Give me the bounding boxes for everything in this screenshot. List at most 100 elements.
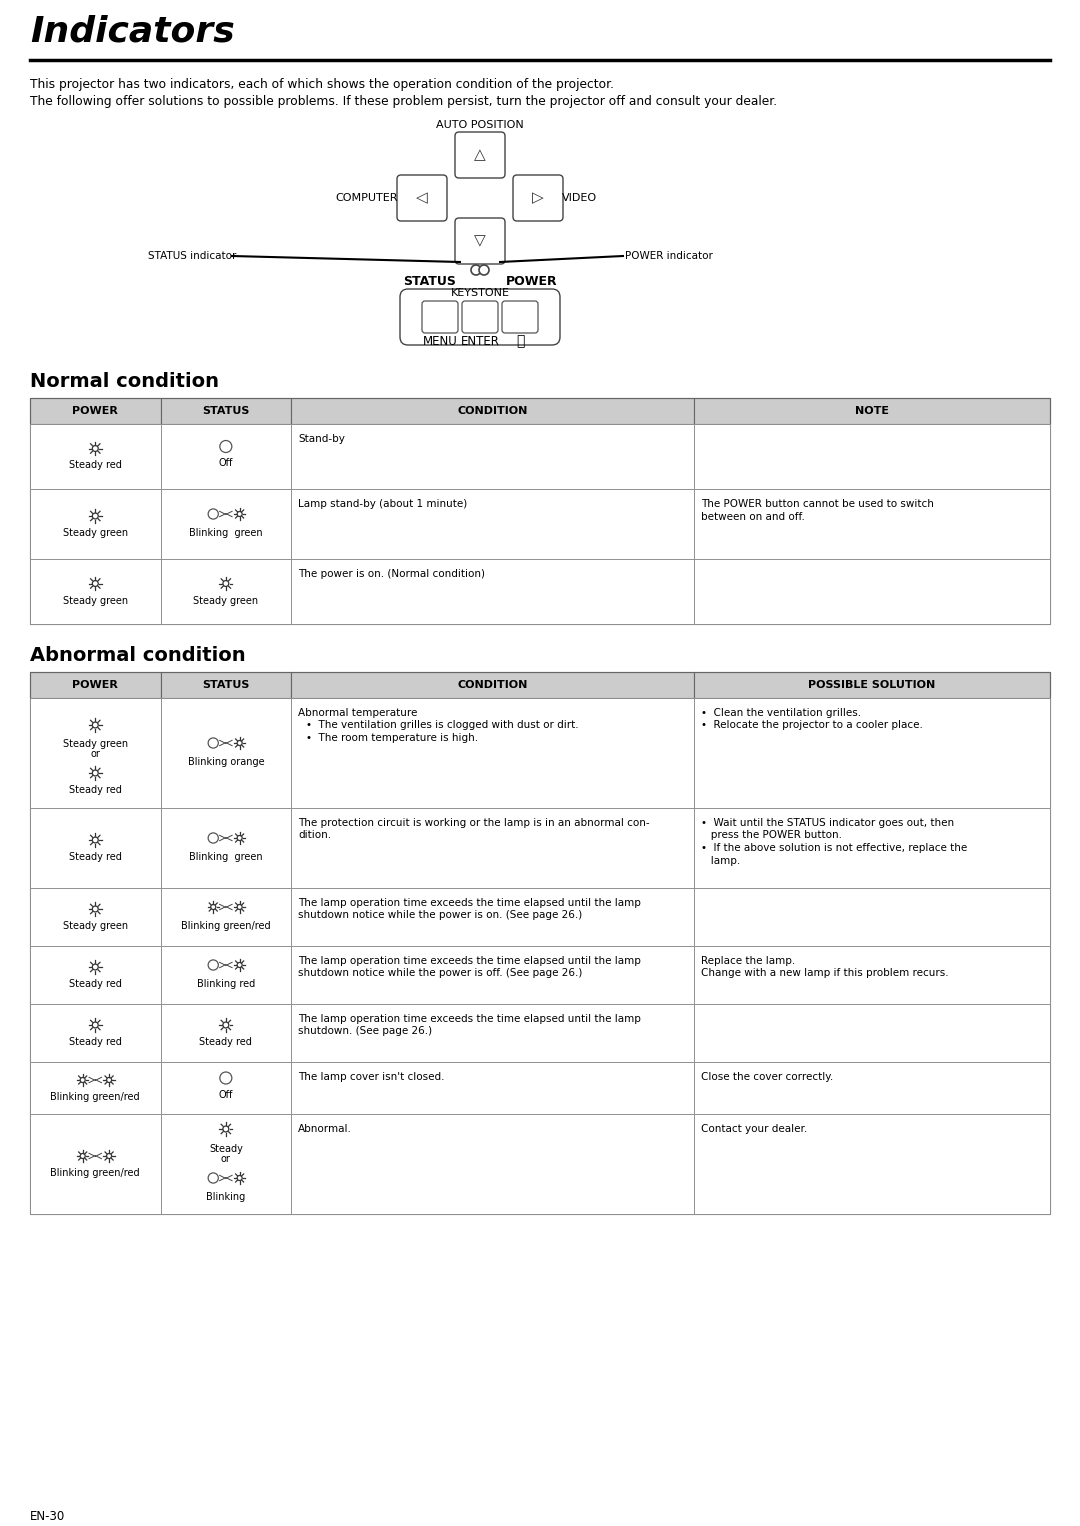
Text: Steady red: Steady red — [200, 1038, 253, 1047]
Circle shape — [93, 722, 98, 728]
Bar — [694, 807, 1050, 888]
Bar — [30, 697, 161, 807]
Text: Blinking green/red: Blinking green/red — [51, 1093, 140, 1102]
Circle shape — [93, 771, 98, 775]
Bar — [161, 398, 292, 424]
Text: •  The ventilation grilles is clogged with dust or dirt.: • The ventilation grilles is clogged wit… — [306, 720, 579, 731]
Bar — [30, 559, 161, 624]
Text: Close the cover correctly.: Close the cover correctly. — [701, 1071, 834, 1082]
Text: Blinking  green: Blinking green — [189, 528, 262, 539]
Text: AUTO POSITION: AUTO POSITION — [436, 121, 524, 130]
Circle shape — [93, 513, 98, 519]
Text: Blinking  green: Blinking green — [189, 852, 262, 862]
Text: Steady red: Steady red — [69, 980, 122, 989]
FancyBboxPatch shape — [397, 175, 447, 221]
Bar — [292, 697, 694, 807]
Text: POWER: POWER — [72, 406, 118, 417]
Text: •  Clean the ventilation grilles.: • Clean the ventilation grilles. — [701, 708, 861, 719]
Text: Steady: Steady — [208, 1144, 243, 1154]
Text: The protection circuit is working or the lamp is in an abnormal con-: The protection circuit is working or the… — [298, 818, 650, 829]
Circle shape — [238, 963, 242, 967]
Text: STATUS indicator: STATUS indicator — [148, 250, 237, 261]
Text: Off: Off — [218, 458, 233, 468]
Bar — [30, 1004, 161, 1062]
Text: The lamp operation time exceeds the time elapsed until the lamp: The lamp operation time exceeds the time… — [298, 1013, 642, 1024]
Text: COMPUTER: COMPUTER — [336, 192, 399, 203]
Circle shape — [211, 905, 216, 909]
Text: The lamp operation time exceeds the time elapsed until the lamp: The lamp operation time exceeds the time… — [298, 897, 642, 908]
Bar — [292, 1004, 694, 1062]
Text: Stand-by: Stand-by — [298, 433, 345, 444]
Text: STATUS: STATUS — [202, 681, 249, 690]
FancyBboxPatch shape — [455, 218, 505, 264]
Circle shape — [222, 580, 229, 586]
Text: Steady green: Steady green — [63, 528, 127, 539]
Bar — [292, 398, 694, 424]
Text: POWER: POWER — [507, 275, 557, 288]
Text: CONDITION: CONDITION — [458, 406, 528, 417]
Text: shutdown notice while the power is on. (See page 26.): shutdown notice while the power is on. (… — [298, 911, 582, 920]
Text: Steady red: Steady red — [69, 461, 122, 470]
Text: Steady green: Steady green — [193, 595, 258, 606]
Bar — [694, 488, 1050, 559]
Text: The POWER button cannot be used to switch: The POWER button cannot be used to switc… — [701, 499, 934, 510]
Circle shape — [238, 835, 242, 841]
Circle shape — [93, 580, 98, 586]
Bar — [292, 671, 694, 697]
Circle shape — [471, 266, 481, 275]
Bar — [30, 671, 1050, 1215]
Circle shape — [93, 1022, 98, 1029]
Bar — [30, 424, 161, 488]
Text: Steady green: Steady green — [63, 739, 127, 749]
Text: Steady red: Steady red — [69, 852, 122, 862]
Bar — [30, 807, 161, 888]
Text: Steady red: Steady red — [69, 784, 122, 795]
Bar — [30, 671, 161, 697]
Text: Normal condition: Normal condition — [30, 372, 219, 391]
Text: •  If the above solution is not effective, replace the: • If the above solution is not effective… — [701, 842, 968, 853]
Bar — [161, 1004, 292, 1062]
Bar — [161, 424, 292, 488]
Bar — [292, 488, 694, 559]
Text: Abnormal temperature: Abnormal temperature — [298, 708, 418, 719]
Text: Change with a new lamp if this problem recurs.: Change with a new lamp if this problem r… — [701, 969, 948, 978]
Circle shape — [222, 1126, 229, 1132]
Text: KEYSTONE: KEYSTONE — [450, 288, 510, 298]
Text: VIDEO: VIDEO — [562, 192, 597, 203]
Bar — [694, 1062, 1050, 1114]
Text: The lamp cover isn't closed.: The lamp cover isn't closed. — [298, 1071, 445, 1082]
Text: NOTE: NOTE — [855, 406, 889, 417]
Text: •  Relocate the projector to a cooler place.: • Relocate the projector to a cooler pla… — [701, 720, 923, 731]
Text: between on and off.: between on and off. — [701, 511, 805, 522]
Circle shape — [220, 1071, 232, 1083]
Text: Abnormal.: Abnormal. — [298, 1125, 352, 1134]
Circle shape — [80, 1077, 85, 1082]
Bar — [161, 559, 292, 624]
Bar — [292, 1062, 694, 1114]
Text: •  Wait until the STATUS indicator goes out, then: • Wait until the STATUS indicator goes o… — [701, 818, 954, 829]
FancyBboxPatch shape — [502, 301, 538, 333]
Bar — [694, 1004, 1050, 1062]
Text: ⏻: ⏻ — [516, 334, 524, 348]
Bar — [161, 488, 292, 559]
Bar — [30, 1114, 161, 1215]
FancyBboxPatch shape — [422, 301, 458, 333]
Circle shape — [480, 266, 489, 275]
Bar — [292, 946, 694, 1004]
Bar — [292, 888, 694, 946]
Bar — [161, 1114, 292, 1215]
Bar — [694, 1114, 1050, 1215]
Bar — [694, 946, 1050, 1004]
Bar — [292, 1114, 694, 1215]
Text: The following offer solutions to possible problems. If these problem persist, tu: The following offer solutions to possibl… — [30, 95, 778, 108]
Text: MENU: MENU — [422, 336, 457, 348]
Circle shape — [220, 441, 232, 453]
Text: POWER indicator: POWER indicator — [625, 250, 713, 261]
Text: POSSIBLE SOLUTION: POSSIBLE SOLUTION — [809, 681, 935, 690]
Bar — [694, 424, 1050, 488]
Text: •  The room temperature is high.: • The room temperature is high. — [306, 732, 478, 743]
Bar — [30, 946, 161, 1004]
Bar — [292, 559, 694, 624]
Circle shape — [80, 1154, 85, 1158]
Text: dition.: dition. — [298, 830, 332, 841]
